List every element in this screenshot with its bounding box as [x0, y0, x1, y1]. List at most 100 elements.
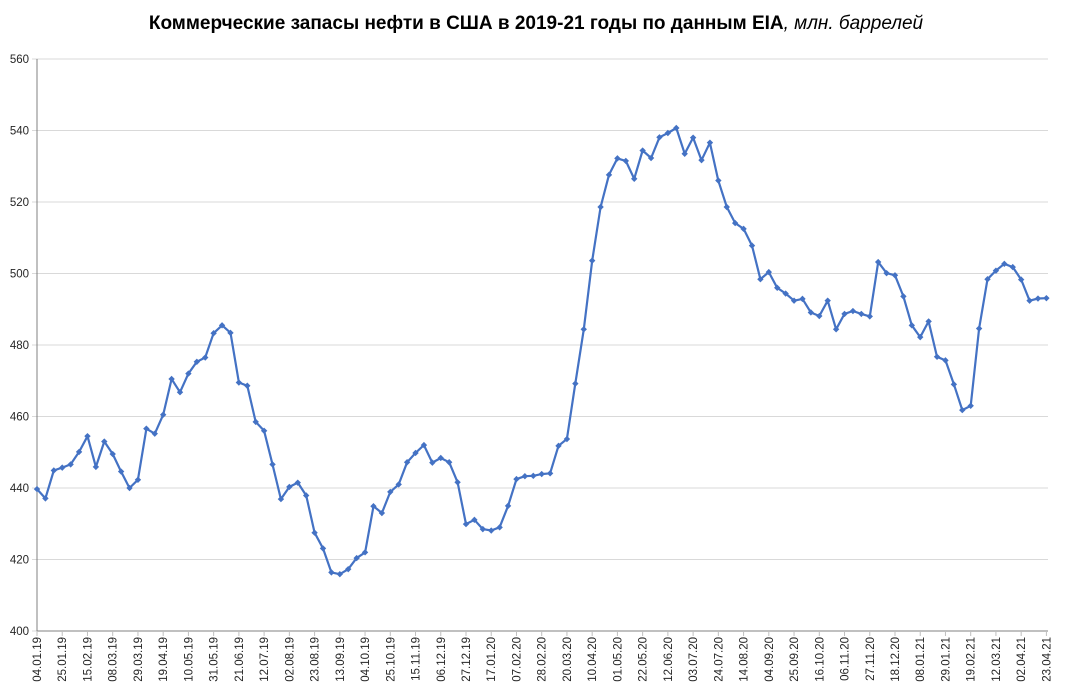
data-point-marker: [437, 454, 444, 462]
data-point-marker: [193, 358, 201, 366]
x-axis-tick-label: 04.10.19: [360, 637, 372, 682]
x-axis-tick-label: 06.11.20: [840, 637, 852, 681]
data-point-marker: [984, 276, 991, 283]
data-point-marker: [387, 488, 394, 496]
data-point-marker: [159, 411, 167, 418]
data-point-marker: [168, 375, 175, 383]
data-point-marker: [790, 297, 798, 304]
data-point-marker: [143, 425, 150, 432]
data-point-marker: [496, 524, 503, 531]
data-point-marker: [336, 570, 344, 578]
data-point-marker: [555, 442, 562, 450]
data-point-marker: [1043, 294, 1050, 302]
data-point-marker: [370, 503, 377, 510]
x-axis-tick-label: 19.02.21: [966, 637, 978, 682]
data-point-marker: [1026, 297, 1033, 304]
data-point-marker: [706, 139, 714, 146]
y-axis-tick-label: 520: [10, 197, 29, 209]
data-point-marker: [42, 495, 49, 502]
data-point-marker: [959, 406, 966, 414]
x-axis-tick-label: 06.12.19: [436, 637, 448, 682]
data-point-marker: [588, 257, 596, 264]
data-point-marker: [757, 276, 764, 283]
data-point-marker: [740, 225, 747, 233]
data-point-marker: [891, 272, 899, 279]
data-point-marker: [664, 129, 672, 137]
data-point-marker: [462, 520, 470, 528]
x-axis-tick-label: 15.11.19: [411, 637, 423, 681]
data-point-marker: [109, 450, 116, 458]
data-point-marker: [816, 312, 823, 320]
x-axis-tick-label: 02.04.21: [1016, 637, 1028, 682]
chart-title: Коммерческие запасы нефти в США в 2019-2…: [0, 13, 1072, 35]
data-series-line: [35, 126, 1048, 576]
x-axis-tick-label: 23.08.19: [310, 637, 322, 682]
data-point-marker: [445, 459, 453, 466]
x-axis-tick-label: 04.01.19: [32, 637, 44, 682]
data-point-marker: [538, 470, 545, 478]
data-point-marker: [866, 313, 873, 320]
data-point-marker: [235, 379, 243, 386]
data-point-marker: [479, 525, 487, 533]
data-point-marker: [429, 459, 436, 466]
data-point-marker: [277, 495, 285, 503]
x-axis-tick-label: 12.07.19: [259, 637, 271, 682]
data-point-marker: [311, 529, 318, 536]
data-point-marker: [933, 353, 941, 360]
y-axis-tick-label: 480: [10, 340, 29, 352]
x-axis-tick-label: 25.01.19: [57, 637, 69, 682]
y-axis-tick-label: 560: [10, 54, 29, 66]
data-point-marker: [185, 370, 192, 377]
x-axis-tick-label: 17.01.20: [486, 637, 498, 682]
x-axis-tick-label: 27.11.20: [865, 637, 877, 681]
data-point-marker: [328, 569, 335, 576]
x-axis-tick-label: 13.09.19: [335, 637, 347, 682]
x-axis-tick-label: 29.01.21: [940, 637, 952, 682]
x-axis-tick-label: 19.04.19: [158, 637, 170, 682]
data-point-marker: [883, 269, 890, 277]
x-axis-tick-label: 18.12.20: [890, 637, 902, 682]
data-point-marker: [849, 307, 857, 315]
y-axis-tick-label: 440: [10, 483, 29, 495]
data-point-marker: [244, 382, 251, 389]
data-point-marker: [1001, 260, 1008, 268]
data-point-marker: [807, 309, 815, 316]
data-point-marker: [1009, 263, 1016, 271]
data-point-marker: [176, 388, 184, 396]
data-point-marker: [546, 470, 554, 477]
x-axis-tick-label: 07.02.20: [511, 637, 523, 682]
x-axis-tick-label: 24.07.20: [713, 637, 725, 682]
data-point-marker: [75, 448, 83, 456]
data-point-marker: [908, 322, 916, 329]
data-point-marker: [765, 268, 773, 276]
chart-title-main: Коммерческие запасы нефти в США в 2019-2…: [148, 13, 784, 34]
data-point-marker: [925, 318, 932, 325]
data-point-marker: [218, 322, 226, 329]
data-point-marker: [731, 219, 739, 227]
data-point-marker: [92, 463, 100, 471]
data-point-marker: [614, 155, 621, 162]
data-point-marker: [101, 438, 108, 445]
x-axis-tick-label: 14.08.20: [739, 637, 751, 682]
y-axis-tick-label: 400: [10, 626, 29, 638]
y-axis-tick-label: 540: [10, 126, 29, 138]
data-point-marker: [824, 297, 831, 304]
data-point-marker: [294, 479, 301, 486]
data-point-marker: [841, 310, 848, 318]
x-axis-tick-label: 22.05.20: [638, 637, 650, 682]
x-axis-tick-label: 12.03.21: [991, 637, 1003, 682]
data-point-marker: [33, 485, 41, 493]
data-point-marker: [631, 175, 638, 182]
data-point-marker: [420, 441, 428, 449]
x-axis-tick-label: 28.02.20: [537, 637, 549, 682]
x-axis-tick-label: 01.05.20: [612, 637, 624, 682]
x-axis-tick-label: 20.03.20: [562, 637, 574, 682]
chart-title-units: , млн. баррелей: [783, 13, 924, 34]
x-axis-tick-label: 27.12.19: [461, 637, 473, 682]
data-point-marker: [454, 479, 461, 486]
data-point-marker: [723, 203, 730, 211]
data-point-marker: [151, 430, 158, 437]
data-point-marker: [656, 134, 663, 141]
data-point-marker: [900, 293, 907, 300]
